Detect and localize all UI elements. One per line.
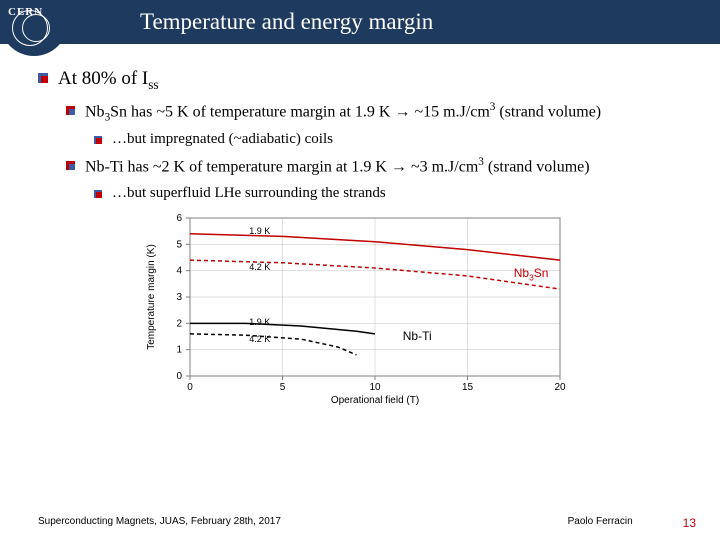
temperature-margin-chart: 0 1 2 3 4 5 6 0 5 10 15 20 Operational field (T) Temp… (140, 210, 580, 405)
svg-text:4: 4 (176, 265, 182, 276)
arrow-icon: → (394, 103, 410, 120)
svg-text:5: 5 (280, 382, 286, 393)
footer-author: Paolo Ferracin (568, 516, 633, 530)
legend-nbti: Nb-Ti (403, 329, 432, 343)
bullet-nb3sn-text: Nb3Sn has ~5 K of temperature margin at … (85, 101, 601, 124)
bullet-icon (94, 190, 104, 200)
bullet-nbti-note: …but superfluid LHe surrounding the stra… (94, 185, 682, 202)
footer-right: Paolo Ferracin 13 (568, 516, 696, 530)
series-annot: 1.9 K (249, 226, 270, 236)
text-fragment: ~3 m.J/cm (407, 159, 478, 176)
slide-title: Temperature and energy margin (140, 9, 433, 35)
page-number: 13 (683, 516, 696, 530)
svg-text:5: 5 (176, 239, 182, 250)
svg-text:Operational field (T): Operational field (T) (331, 395, 419, 405)
chart-svg: 0 1 2 3 4 5 6 0 5 10 15 20 Operational field (T) Temp… (140, 210, 580, 405)
svg-text:6: 6 (176, 213, 182, 224)
bullet-nb3sn: Nb3Sn has ~5 K of temperature margin at … (66, 101, 682, 124)
bullet-nb3sn-note-text: …but impregnated (~adiabatic) coils (112, 131, 333, 148)
bullet-nbti: Nb-Ti has ~2 K of temperature margin at … (66, 156, 682, 176)
bullet-main-text: At 80% of Iss (58, 68, 159, 93)
text-fragment: ~15 m.J/cm (410, 103, 489, 120)
logo-circles-icon (12, 10, 62, 56)
svg-text:0: 0 (187, 382, 193, 393)
bullet-nbti-text: Nb-Ti has ~2 K of temperature margin at … (85, 156, 590, 176)
text-fragment: Sn has ~5 K of temperature margin at 1.9… (110, 103, 394, 120)
bullet-icon (38, 73, 50, 85)
text-fragment: At 80% of I (58, 68, 148, 89)
svg-text:0: 0 (176, 371, 182, 382)
series-annot: 4.2 K (249, 262, 270, 272)
svg-text:Temperature margin (K): Temperature margin (K) (146, 244, 157, 350)
subscript: ss (148, 77, 158, 92)
legend-nb3sn: Nb3Sn (514, 266, 549, 282)
bullet-icon (66, 161, 77, 172)
series-annot: 4.2 K (249, 334, 270, 344)
svg-text:1: 1 (176, 344, 182, 355)
text-fragment: Nb (85, 103, 105, 120)
arrow-icon: → (391, 159, 407, 176)
bullet-icon (94, 136, 104, 146)
bullet-main: At 80% of Iss (38, 68, 682, 93)
footer-left: Superconducting Magnets, JUAS, February … (38, 516, 281, 530)
series-annot: 1.9 K (249, 317, 270, 327)
bullet-icon (66, 106, 77, 117)
svg-text:2: 2 (176, 318, 182, 329)
svg-text:20: 20 (554, 382, 566, 393)
text-fragment: Nb-Ti has ~2 K of temperature margin at … (85, 159, 391, 176)
text-fragment: (strand volume) (484, 159, 590, 176)
svg-text:3: 3 (176, 292, 182, 303)
svg-text:10: 10 (369, 382, 381, 393)
header-bar: CERN Temperature and energy margin (0, 0, 720, 44)
text-fragment: (strand volume) (495, 103, 601, 120)
slide-footer: Superconducting Magnets, JUAS, February … (0, 516, 720, 530)
svg-text:15: 15 (462, 382, 474, 393)
bullet-nbti-note-text: …but superfluid LHe surrounding the stra… (112, 185, 386, 202)
slide-content: At 80% of Iss Nb3Sn has ~5 K of temperat… (0, 44, 720, 405)
bullet-nb3sn-note: …but impregnated (~adiabatic) coils (94, 131, 682, 148)
